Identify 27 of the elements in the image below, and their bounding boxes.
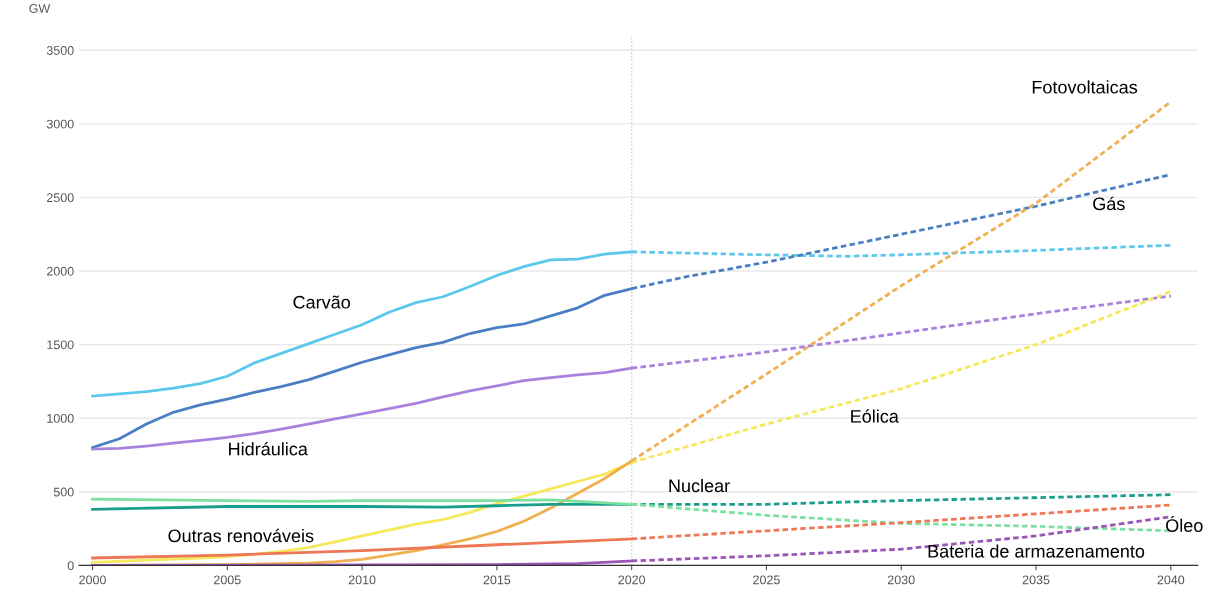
series-label: Outras renováveis (168, 528, 314, 543)
y-tick-label: 500 (53, 487, 74, 497)
x-tick-label: 2005 (214, 575, 241, 585)
y-tick-label: 1500 (47, 340, 74, 350)
y-tick-label: 0 (67, 561, 74, 571)
series-label: Fotovoltaicas (1032, 80, 1138, 94)
y-tick-label: 2000 (47, 266, 74, 276)
x-tick-label: 2010 (348, 575, 376, 585)
y-tick-label: 1000 (47, 413, 74, 423)
y-tick-label: 3000 (46, 119, 74, 129)
y-tick-label: 3500 (46, 46, 74, 55)
series-label: Nuclear (669, 478, 730, 493)
series-label: Gás (1093, 196, 1125, 211)
series-label: Hidráulica (229, 441, 308, 456)
x-tick-label: 2000 (79, 575, 106, 585)
x-tick-label: 2015 (483, 575, 511, 585)
series-label: Bateria de armazenamento (928, 544, 1145, 558)
x-tick-label: 2030 (887, 575, 915, 585)
y-tick-label: 2500 (47, 193, 74, 203)
series-label: Eólica (851, 409, 899, 423)
series-label: Carvão (293, 295, 350, 309)
x-tick-label: 2025 (753, 575, 780, 585)
series-label: Óleo (1166, 516, 1203, 532)
x-tick-label: 2035 (1022, 575, 1050, 585)
x-tick-label: 2020 (618, 575, 646, 585)
y-axis-title: GW (29, 4, 51, 13)
x-tick-label: 2040 (1157, 575, 1185, 585)
